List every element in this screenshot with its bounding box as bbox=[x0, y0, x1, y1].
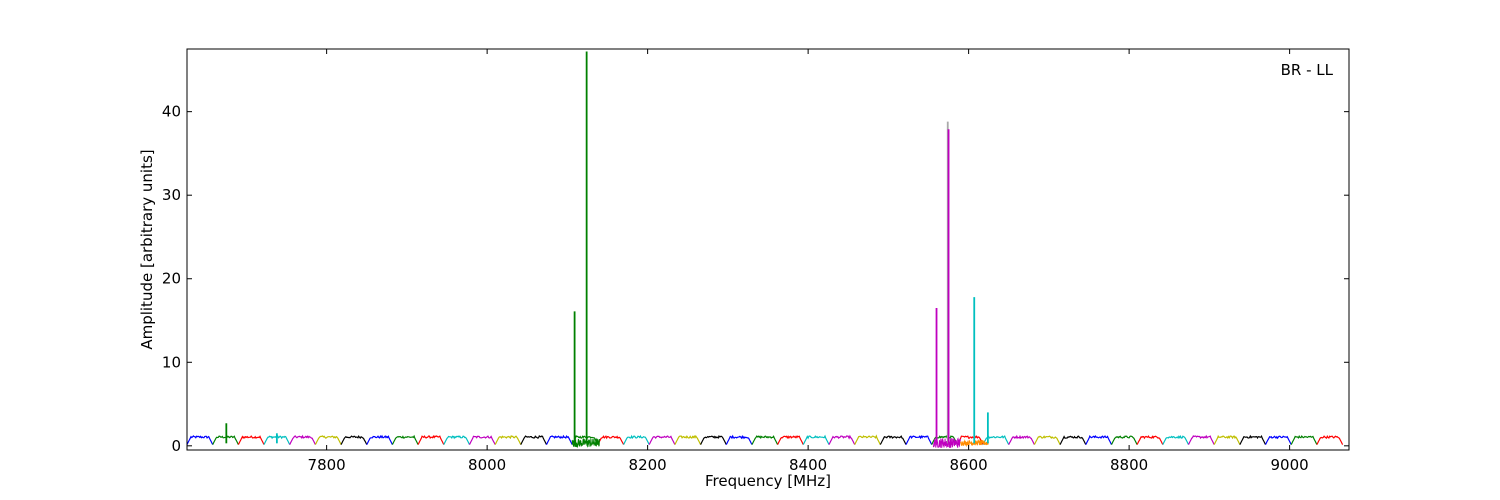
channel-trace bbox=[956, 435, 984, 445]
noisy-region-trace bbox=[960, 438, 989, 448]
channel-trace bbox=[1239, 434, 1267, 445]
y-axis-label: Amplitude [arbitrary units] bbox=[138, 149, 156, 349]
channel-trace bbox=[777, 435, 804, 445]
y-tick-label: 10 bbox=[162, 353, 181, 371]
channel-trace bbox=[1187, 434, 1215, 445]
channel-trace bbox=[1316, 434, 1344, 445]
channel-trace bbox=[289, 434, 316, 445]
channel-trace bbox=[443, 435, 471, 445]
x-tick-label: 8400 bbox=[789, 456, 827, 474]
channel-trace bbox=[674, 434, 702, 445]
channel-trace bbox=[802, 434, 830, 445]
channel-trace bbox=[751, 435, 779, 445]
channel-trace bbox=[1033, 435, 1061, 445]
channel-trace bbox=[366, 434, 393, 445]
channel-trace bbox=[879, 435, 907, 445]
channel-trace bbox=[1136, 435, 1164, 445]
channel-trace bbox=[854, 434, 881, 445]
channel-trace bbox=[417, 434, 445, 445]
channel-trace bbox=[237, 435, 265, 445]
channel-trace bbox=[545, 434, 573, 445]
channel-trace bbox=[494, 435, 522, 445]
channel-trace bbox=[1110, 435, 1138, 445]
noisy-region-trace bbox=[932, 437, 962, 448]
y-tick-label: 40 bbox=[162, 103, 181, 121]
x-tick-label: 8000 bbox=[468, 456, 506, 474]
channel-trace bbox=[391, 434, 419, 445]
y-axis-ticks: 0 10 20 30 40 bbox=[162, 103, 1349, 455]
spike-traces bbox=[225, 51, 989, 444]
channel-trace bbox=[468, 435, 496, 445]
channel-trace bbox=[571, 435, 599, 445]
channel-trace bbox=[905, 434, 933, 445]
channel-trace bbox=[1008, 434, 1035, 445]
plot-frame bbox=[186, 48, 1350, 451]
channel-trace bbox=[340, 435, 368, 445]
channel-trace bbox=[1085, 435, 1113, 445]
x-tick-label: 7800 bbox=[308, 456, 346, 474]
channel-trace bbox=[314, 435, 342, 445]
x-tick-label: 8600 bbox=[950, 456, 988, 474]
channel-trace bbox=[1059, 435, 1087, 445]
x-tick-label: 8800 bbox=[1110, 456, 1148, 474]
x-tick-label: 9000 bbox=[1271, 456, 1309, 474]
y-tick-label: 30 bbox=[162, 186, 181, 204]
channel-trace bbox=[1213, 434, 1241, 445]
channel-trace bbox=[1162, 435, 1190, 445]
channel-trace bbox=[520, 435, 548, 445]
channel-trace bbox=[828, 434, 856, 445]
y-tick-label: 20 bbox=[162, 270, 181, 288]
baseline-annotation: BR - LL bbox=[1281, 61, 1334, 79]
channel-trace bbox=[1290, 434, 1318, 445]
channel-trace bbox=[187, 435, 214, 445]
spectrum-traces bbox=[187, 434, 1344, 449]
channel-trace bbox=[648, 435, 676, 445]
channel-trace bbox=[725, 434, 753, 445]
channel-trace bbox=[700, 435, 727, 445]
x-axis-ticks: 7800 8000 8200 8400 8600 8800 9000 bbox=[308, 49, 1309, 474]
x-tick-label: 8200 bbox=[629, 456, 667, 474]
channel-trace bbox=[597, 435, 625, 445]
channel-trace bbox=[623, 434, 650, 445]
channel-trace bbox=[1264, 435, 1292, 445]
x-axis-label: Frequency [MHz] bbox=[705, 472, 831, 490]
y-tick-label: 0 bbox=[171, 437, 181, 455]
